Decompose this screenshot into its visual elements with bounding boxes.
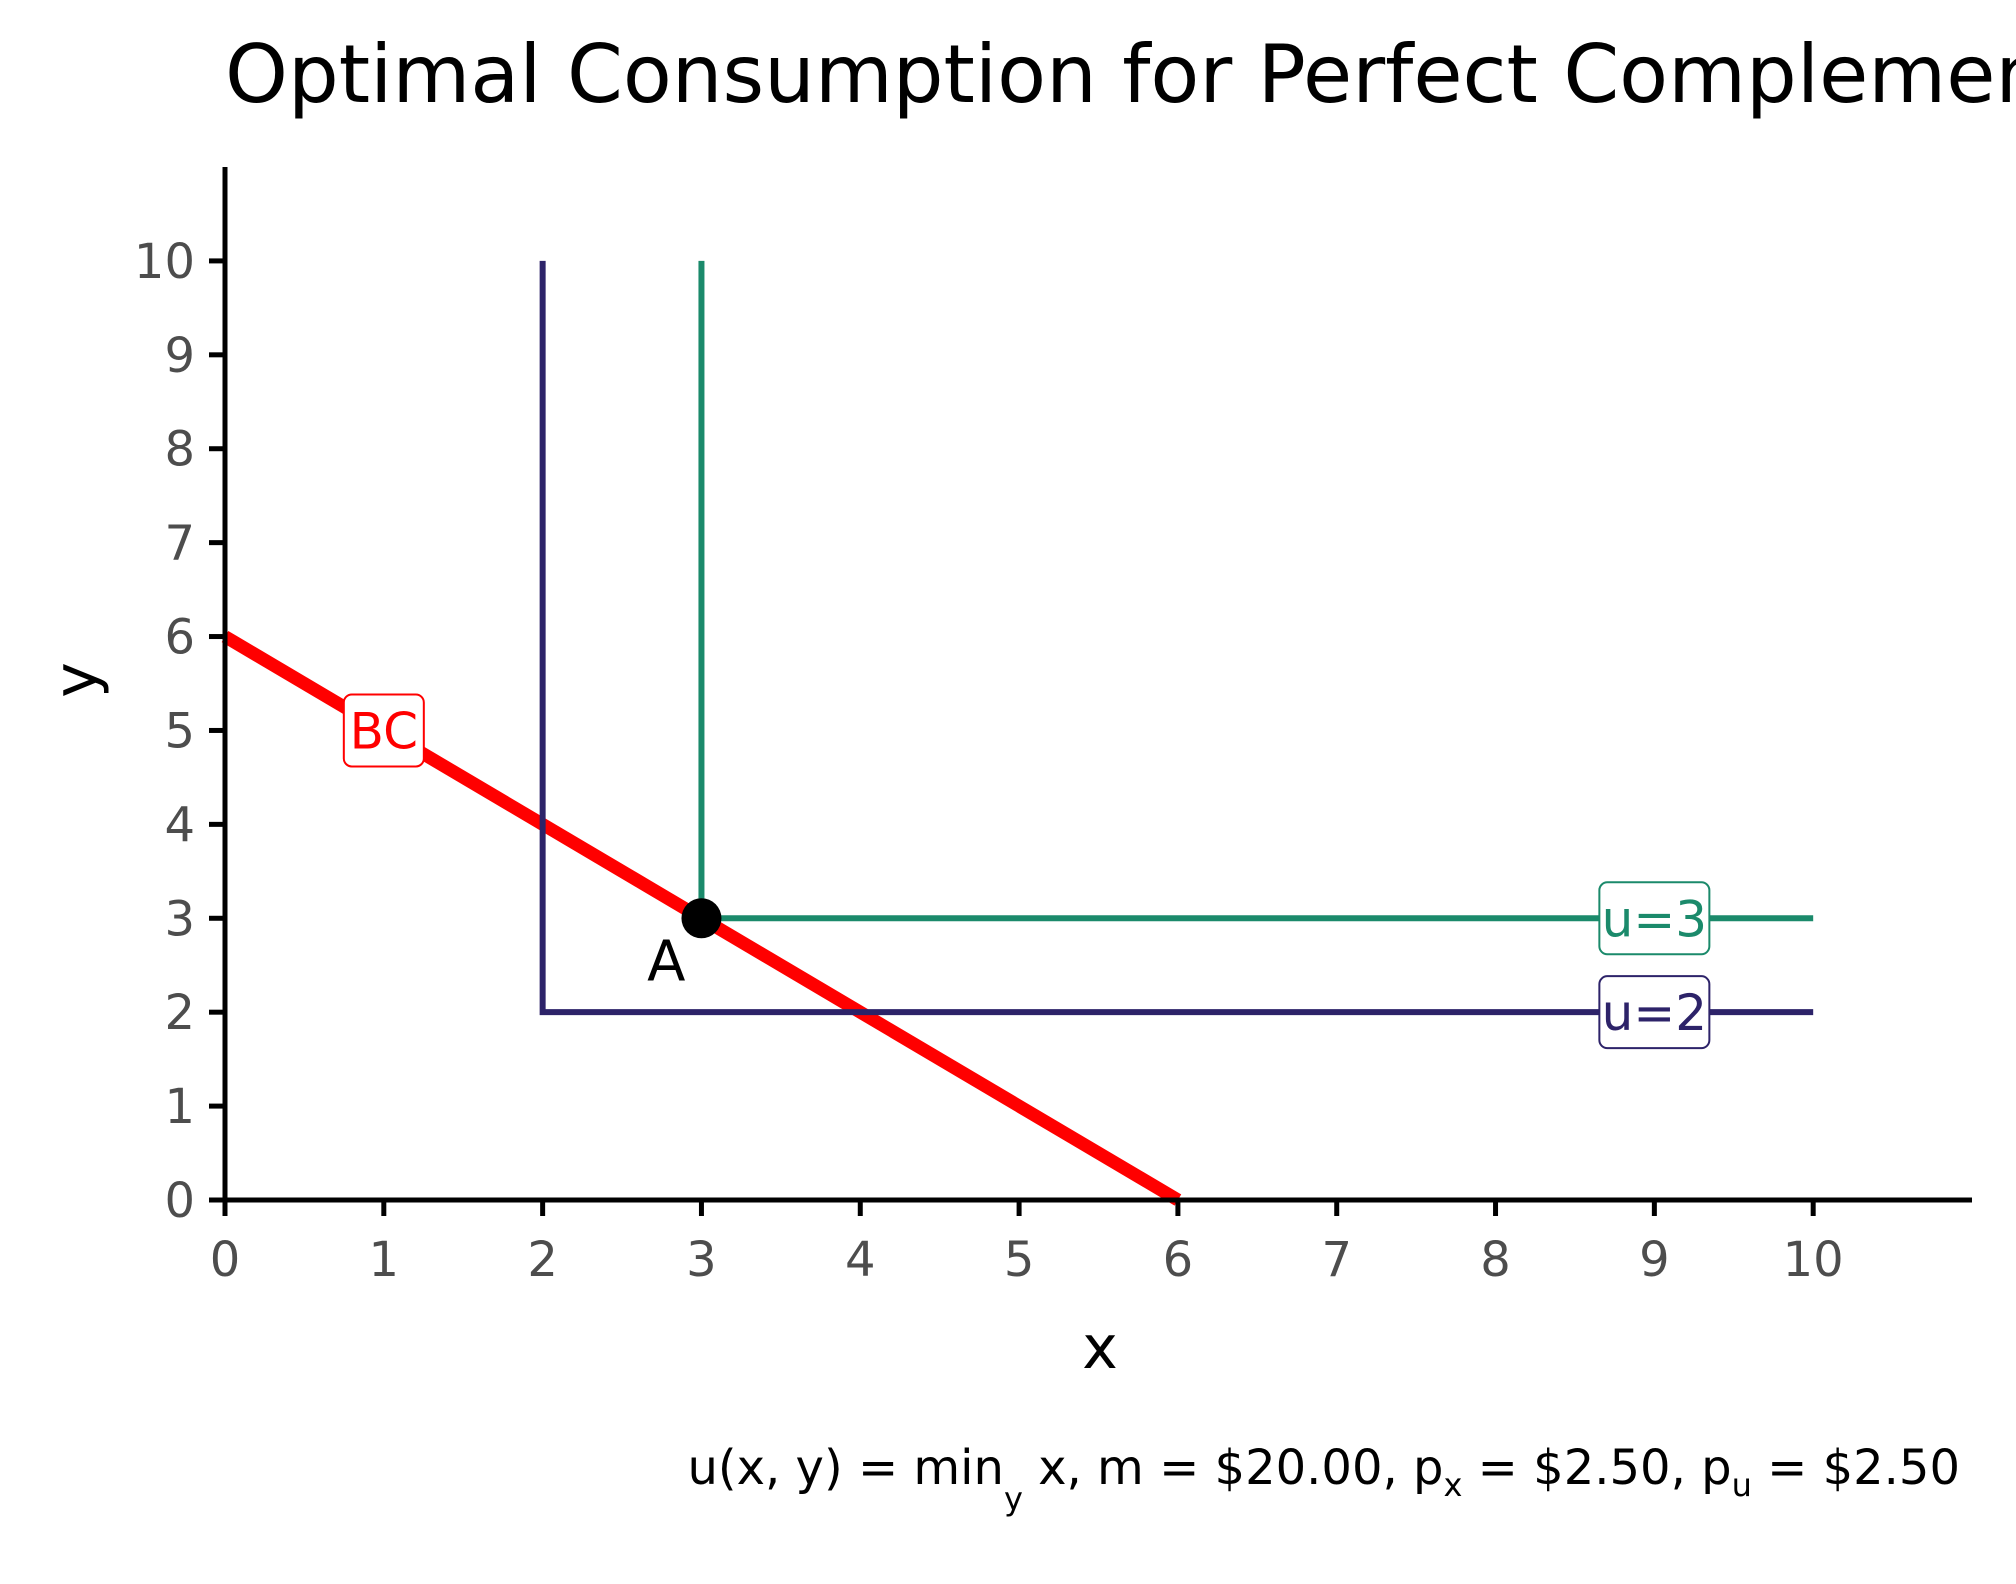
x-tick-label-10: 10 [1783, 1232, 1844, 1288]
curve-label-u-2: u=2 [1598, 975, 1711, 1050]
caption-pu-sub: u [1732, 1466, 1752, 1504]
caption-prefix: u(x, y) = min [687, 1440, 1003, 1496]
caption-suffix: = $2.50 [1752, 1440, 1960, 1496]
curve-label-text-bc: BC [350, 702, 418, 760]
x-tick-label-0: 0 [210, 1232, 241, 1288]
caption-min-sub: y [1004, 1480, 1023, 1518]
x-tick-label-9: 9 [1639, 1232, 1670, 1288]
y-tick-label-0: 0 [164, 1173, 195, 1229]
x-tick-label-1: 1 [369, 1232, 400, 1288]
y-tick-label-5: 5 [164, 703, 195, 759]
plot-area: A [221, 260, 1814, 1206]
caption-after-min: x, m = $20.00, p [1023, 1440, 1444, 1496]
curve-label-box-bc [342, 693, 425, 768]
x-tick-label-4: 4 [845, 1232, 876, 1288]
point-a [681, 898, 722, 939]
x-axis-title: x [1082, 1313, 1118, 1383]
y-tick-label-7: 7 [164, 516, 195, 572]
y-axis-title: y [41, 662, 111, 698]
y-tick-label-1: 1 [164, 1079, 195, 1135]
y-tick-label-2: 2 [164, 985, 195, 1041]
curve-label-box-u-3 [1598, 881, 1711, 956]
caption-px-sub: x [1443, 1466, 1462, 1504]
x-tick-label-3: 3 [686, 1232, 717, 1288]
curve-label-box-u-2 [1598, 975, 1711, 1050]
curve-label-bc: BC [342, 693, 425, 768]
y-tick-label-3: 3 [164, 891, 195, 947]
y-tick-label-6: 6 [164, 610, 195, 666]
chart-title: Optimal Consumption for Perfect Compleme… [225, 28, 2016, 121]
curve-label-u-3: u=3 [1598, 881, 1711, 956]
curve-label-text-u-3: u=3 [1602, 890, 1707, 948]
y-tick-label-8: 8 [164, 422, 195, 478]
x-tick-label-2: 2 [527, 1232, 558, 1288]
series-line-u-2 [539, 260, 1814, 1016]
y-tick-label-10: 10 [134, 234, 195, 290]
x-tick-label-5: 5 [1004, 1232, 1035, 1288]
curve-labels: BC u=2 u=3 [342, 693, 1711, 1050]
x-tick-label-8: 8 [1480, 1232, 1511, 1288]
curve-label-text-u-2: u=2 [1602, 984, 1707, 1042]
caption-mid: = $2.50, p [1462, 1440, 1731, 1496]
axes: 0 1 2 3 4 5 6 7 8 9 10 0 1 2 3 4 5 6 7 8 9 10 [134, 167, 1972, 1288]
x-tick-label-7: 7 [1321, 1232, 1352, 1288]
x-tick-label-6: 6 [1163, 1232, 1194, 1288]
y-tick-label-9: 9 [164, 328, 195, 384]
series-line-u-3 [698, 260, 1814, 922]
point-label-a: A [647, 929, 685, 994]
y-tick-label-4: 4 [164, 797, 195, 853]
chart-caption: u(x, y) = miny x, m = $20.00, px = $2.50… [687, 1440, 1960, 1518]
